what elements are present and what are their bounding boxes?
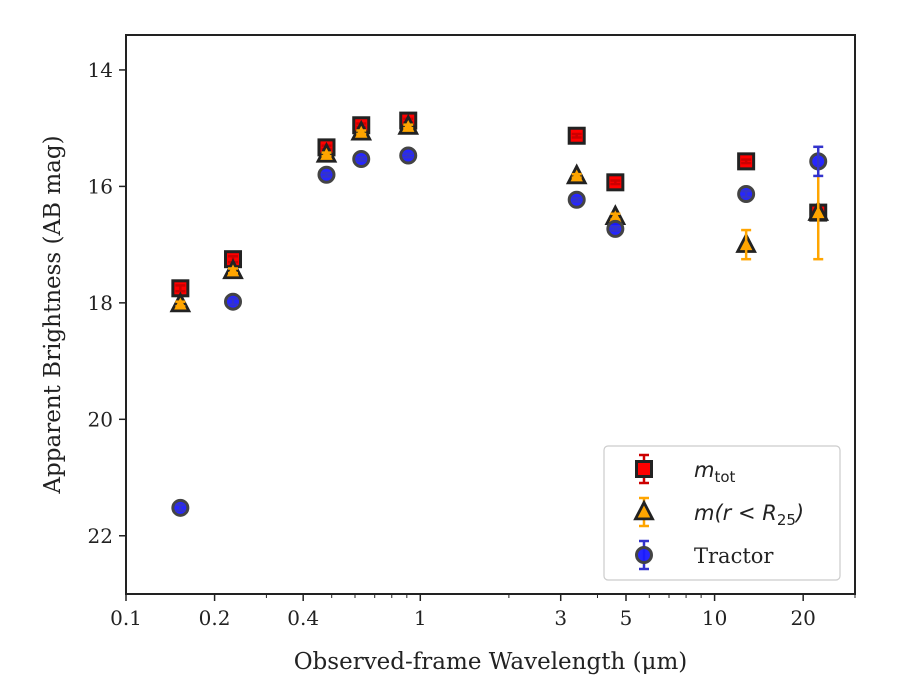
error-bar	[175, 503, 186, 512]
x-tick-label: 5	[620, 606, 633, 630]
error-bar	[610, 179, 621, 186]
series-circle-points	[171, 145, 828, 517]
legend-entry: m(r < R25)	[633, 496, 804, 529]
data-points	[169, 111, 830, 517]
x-tick-label: 0.2	[199, 606, 231, 630]
x-tick-label: 3	[554, 606, 567, 630]
legend: mtot m(r < R25) Tractor	[603, 445, 841, 581]
plot-frame	[125, 34, 856, 595]
error-bar	[356, 129, 367, 136]
legend-label: mtot	[694, 458, 736, 486]
legend-frame	[603, 445, 841, 581]
series-square-points	[171, 111, 828, 298]
x-tick-label: 10	[702, 606, 727, 630]
x-tick-label: 0.4	[287, 606, 319, 630]
legend-entry: mtot	[635, 453, 736, 486]
error-bar	[228, 267, 239, 275]
error-bar	[403, 152, 414, 159]
error-bar	[321, 171, 332, 178]
y-tick-label: 16	[88, 174, 113, 198]
y-tick-label: 14	[88, 58, 113, 82]
y-tick-label: 18	[88, 291, 113, 315]
y-axis-label: Apparent Brightness (AB mag)	[40, 135, 66, 494]
error-bar	[741, 228, 752, 261]
x-tick-label: 0.1	[110, 606, 142, 630]
error-bar	[175, 284, 186, 293]
legend-marker	[633, 499, 655, 521]
x-tick-label: 1	[414, 606, 427, 630]
error-bar	[175, 300, 186, 308]
y-tick-label: 22	[88, 524, 113, 548]
error-bar	[228, 297, 239, 306]
error-bar	[321, 151, 332, 158]
series-triangle-points	[169, 113, 830, 313]
x-axis-label: Observed-frame Wavelength (μm)	[294, 649, 688, 675]
error-bar	[571, 172, 582, 179]
legend-label: m(r < R25)	[694, 501, 804, 529]
error-bar	[403, 123, 414, 130]
error-bar	[571, 132, 582, 139]
error-bar	[571, 196, 582, 203]
error-bar	[610, 225, 621, 232]
x-tick-label: 20	[790, 606, 815, 630]
error-bar	[813, 145, 824, 178]
legend-entry: Tractor	[635, 539, 774, 571]
error-bar	[610, 212, 621, 221]
y-tick-label: 20	[88, 407, 113, 431]
axis-ticks: 0.1 0.2 0.4 1 3 5 10 20 14 16 18 20 22	[88, 58, 856, 630]
error-bar	[741, 189, 752, 199]
legend-label: Tractor	[694, 544, 774, 568]
legend-marker	[635, 546, 653, 564]
error-bar	[741, 158, 752, 165]
legend-marker	[635, 460, 653, 478]
error-bar	[356, 156, 367, 163]
